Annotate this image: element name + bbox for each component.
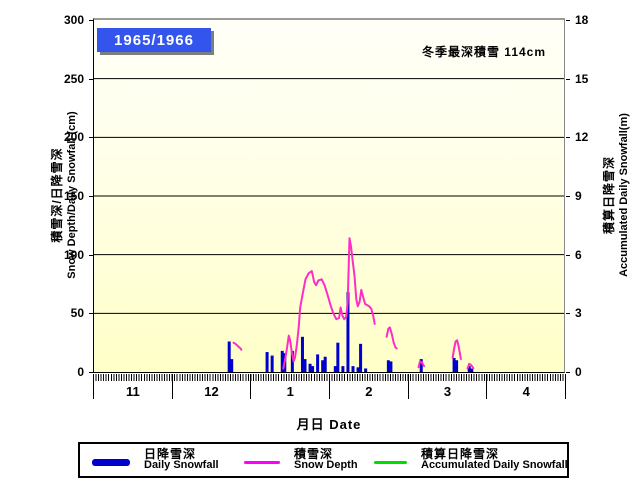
right-axis-tick-label: 0 [575,365,582,379]
left-axis-tick-label: 150 [63,189,84,203]
snowfall-bar [230,359,234,372]
snowfall-bar [455,360,459,372]
y-axis-tick [89,20,93,21]
left-axis-tick-label: 300 [63,13,84,27]
snowfall-bar [467,366,471,372]
month-label: 12 [204,384,219,399]
snow-depth-line [232,341,243,351]
month-label: 3 [443,384,452,399]
max-snow-depth-annotation: 冬季最深積雪 114cm [421,45,547,59]
month-cell: 12 [173,374,252,399]
y-axis-tick [89,78,93,80]
snowfall-bar [316,354,320,372]
snowfall-bar [270,355,274,372]
snow-depth-line [451,339,462,361]
snowfall-bar [333,366,337,372]
snowfall-bar [336,342,340,372]
legend-label-jp: 積雪深 [294,447,334,461]
y-axis-tick [89,137,93,139]
snowfall-bar [341,366,345,372]
y-axis-tick [89,196,93,197]
legend-swatch-line [374,461,407,464]
plot-area [93,18,565,373]
season-title-badge: 1965/1966 [97,28,211,52]
snow-depth-line [417,360,425,369]
snowfall-bar [323,356,327,372]
snow-depth-line [282,237,376,370]
left-axis-tick-label: 0 [77,365,84,379]
legend-label-jp: 日降雪深 [144,447,197,461]
month-label: 2 [365,384,373,399]
y-axis-tick [566,78,570,80]
month-label: 4 [522,384,530,399]
snowfall-bar [386,360,390,372]
legend-label-jp: 積算日降雪深 [421,447,500,461]
snowfall-bar [265,352,269,372]
legend-swatch-line [244,461,280,464]
right-axis-title-en: Accumulated Daily Snowfall(m) [618,113,630,277]
snowfall-bar [300,336,304,372]
month-label: 1 [286,384,294,399]
snowfall-bar [419,359,423,372]
left-axis-tick-label: 50 [70,306,84,321]
month-cell: 1 [251,374,331,399]
snowfall-bar [359,343,363,372]
legend-swatch-line [92,459,130,466]
month-cell: 11 [94,374,173,399]
right-axis-tick-label: 18 [575,13,589,27]
legend-label-en: Accumulated Daily Snowfall [421,459,568,471]
x-axis-month-row: 11 12 1 2 3 4 [93,374,567,399]
month-cell: 4 [487,374,567,399]
month-label: 11 [125,384,140,399]
legend-label-en: Snow Depth [294,459,358,471]
snowfall-bar [389,361,393,372]
y-axis-tick [566,254,570,256]
left-axis-tick-label: 250 [63,71,84,86]
snowfall-bar [227,341,231,372]
month-cell: 2 [330,374,409,399]
snow-depth-line [385,326,398,350]
right-axis-tick-label: 15 [575,71,589,86]
y-axis-tick [566,372,570,373]
snowfall-bar [356,367,360,372]
y-axis-tick [566,137,570,139]
y-axis-tick [89,313,93,315]
y-axis-tick [566,20,570,21]
snowfall-bar [290,350,294,372]
right-axis-tick-label: 3 [575,306,582,321]
season-title-text: 1965/1966 [114,31,194,49]
snowfall-bar [470,368,474,372]
y-axis-tick [566,313,570,315]
x-axis-title: 月日 Date [296,417,362,432]
legend-label-en: Daily Snowfall [144,459,219,471]
y-axis-tick [89,254,93,256]
snowfall-bar [452,357,456,372]
snowfall-bar [311,366,315,372]
snow-depth-line [466,362,475,370]
snowfall-bar [346,292,350,372]
snowfall-bar [303,359,307,372]
left-axis-tick-label: 100 [63,247,84,262]
month-cell: 3 [409,374,488,399]
snowfall-bar [351,366,355,372]
left-axis-tick-label: 200 [63,130,84,145]
right-axis-tick-label: 6 [575,247,582,262]
y-axis-tick [566,196,570,197]
snowfall-bar [321,360,325,372]
right-axis-tick-label: 12 [575,130,589,145]
chart-canvas [94,78,564,372]
snowfall-bar [364,368,368,372]
snowfall-bar [280,350,284,372]
legend-box: 日降雪深 Daily Snowfall 積雪深 Snow Depth 積算日降雪深 Acc… [78,442,569,478]
right-axis-tick-label: 9 [575,189,582,203]
snowfall-bar [308,363,312,372]
y-axis-tick [89,372,93,373]
